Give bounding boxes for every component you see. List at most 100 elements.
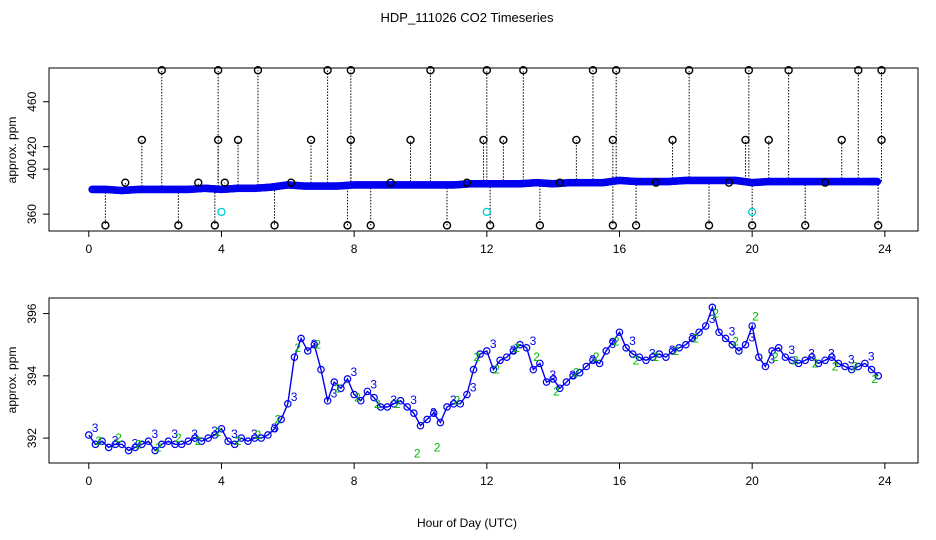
series-3-point xyxy=(516,340,524,349)
series-3-label: 3 xyxy=(271,421,278,435)
outlier-point xyxy=(611,66,621,75)
outlier-point xyxy=(343,221,352,230)
series-3-point xyxy=(370,393,378,402)
panel-top-y-label: approx. ppm xyxy=(5,117,19,184)
series-3-label: 3 xyxy=(390,393,397,407)
series-3-label: 3 xyxy=(788,343,795,357)
series-3-point xyxy=(443,403,451,411)
series-2-label: 2 xyxy=(812,356,819,370)
panel-bottom-y-label: approx. ppm xyxy=(5,347,19,414)
series-3-point xyxy=(284,400,292,408)
series-3-label: 3 xyxy=(749,331,756,345)
top-x-tick-label: 16 xyxy=(613,242,627,256)
series-3-point xyxy=(390,400,398,408)
series-3-point xyxy=(323,396,332,405)
top-y-tick-label: 420 xyxy=(25,136,39,156)
series-3-point xyxy=(297,334,305,343)
series-3-point xyxy=(456,400,465,408)
outlier-point xyxy=(837,135,846,145)
series-3-point xyxy=(483,347,491,355)
series-3-label: 3 xyxy=(828,346,835,360)
series-2-label: 2 xyxy=(593,350,600,364)
series-3-point xyxy=(257,434,266,442)
series-2-label: 2 xyxy=(255,428,262,442)
outlier-point xyxy=(519,66,528,75)
series-3-label: 3 xyxy=(768,352,775,366)
series-3-label: 3 xyxy=(709,312,716,326)
series-3-point xyxy=(635,353,644,361)
outlier-point xyxy=(485,221,495,230)
outlier-point xyxy=(462,178,472,187)
series-2-label: 2 xyxy=(553,384,560,398)
series-3-label: 3 xyxy=(410,393,417,407)
series-3-label: 3 xyxy=(530,334,537,348)
series-3-point xyxy=(788,356,796,365)
series-2-label: 2 xyxy=(215,425,222,439)
series-2-label: 2 xyxy=(513,341,520,355)
series-3-point xyxy=(555,384,564,393)
top-y-tick-label: 460 xyxy=(25,91,39,111)
series-3-point xyxy=(721,334,730,343)
outlier-point xyxy=(482,66,492,75)
series-3-label: 3 xyxy=(211,424,218,438)
outlier-point xyxy=(588,66,598,75)
series-3-point xyxy=(509,347,518,355)
series-2-label: 2 xyxy=(314,338,321,352)
outlier-point xyxy=(101,221,110,230)
series-3-point xyxy=(303,347,312,355)
series-2-label: 2 xyxy=(712,307,719,321)
series-2-label: 2 xyxy=(155,440,162,454)
series-3-point xyxy=(270,424,279,433)
series-3-point xyxy=(715,328,723,337)
outlier-point xyxy=(174,221,183,230)
series-2-label: 2 xyxy=(135,437,142,451)
series-2-label: 2 xyxy=(235,434,242,448)
outlier-point xyxy=(608,221,618,230)
series-3-point xyxy=(867,365,876,374)
series-3-label: 3 xyxy=(848,352,855,366)
outlier-point xyxy=(233,135,243,145)
outlier-point xyxy=(499,135,508,145)
outlier-point xyxy=(366,221,375,230)
series-2-label: 2 xyxy=(474,350,481,364)
outlier-point xyxy=(744,66,754,75)
series-3-point xyxy=(403,403,412,411)
outlier-point xyxy=(854,66,863,75)
bottom-x-tick-label: 8 xyxy=(351,474,358,488)
series-2-label: 2 xyxy=(354,391,361,405)
cyan-point xyxy=(217,207,226,217)
outlier-point xyxy=(684,66,694,75)
outlier-point xyxy=(323,66,332,75)
top-x-tick-label: 8 xyxy=(351,242,358,256)
series-3-point xyxy=(794,359,803,368)
series-3-label: 3 xyxy=(510,343,517,357)
series-2-label: 2 xyxy=(772,350,779,364)
series-3-point xyxy=(469,365,478,374)
series-2-label: 2 xyxy=(275,412,282,426)
outlier-point xyxy=(137,135,147,145)
series-3-point xyxy=(91,440,100,449)
panel-top-y-axis: 360 400 420 460 xyxy=(25,91,49,224)
top-x-tick-label: 20 xyxy=(745,242,759,256)
series-3-point xyxy=(157,440,166,449)
series-3-point xyxy=(682,340,690,349)
series-3-point xyxy=(648,353,657,361)
series-3-point xyxy=(476,350,484,358)
series-3-label: 3 xyxy=(370,377,377,391)
outlier-point xyxy=(442,221,452,230)
series-3-point xyxy=(144,437,153,446)
series-2-label: 2 xyxy=(175,431,182,445)
outlier-point xyxy=(877,135,886,145)
series-3-label: 3 xyxy=(589,352,596,366)
series-2-label: 2 xyxy=(633,353,640,367)
series-3-point xyxy=(701,322,710,330)
series-3-point xyxy=(277,415,285,424)
series-3-point xyxy=(801,356,810,365)
series-2-label: 2 xyxy=(752,310,759,324)
series-3-label: 3 xyxy=(291,390,298,404)
series-3-point xyxy=(655,350,664,358)
series-3-label: 3 xyxy=(430,405,437,419)
series-3-point xyxy=(211,431,219,439)
series-3-label: 3 xyxy=(490,337,497,351)
